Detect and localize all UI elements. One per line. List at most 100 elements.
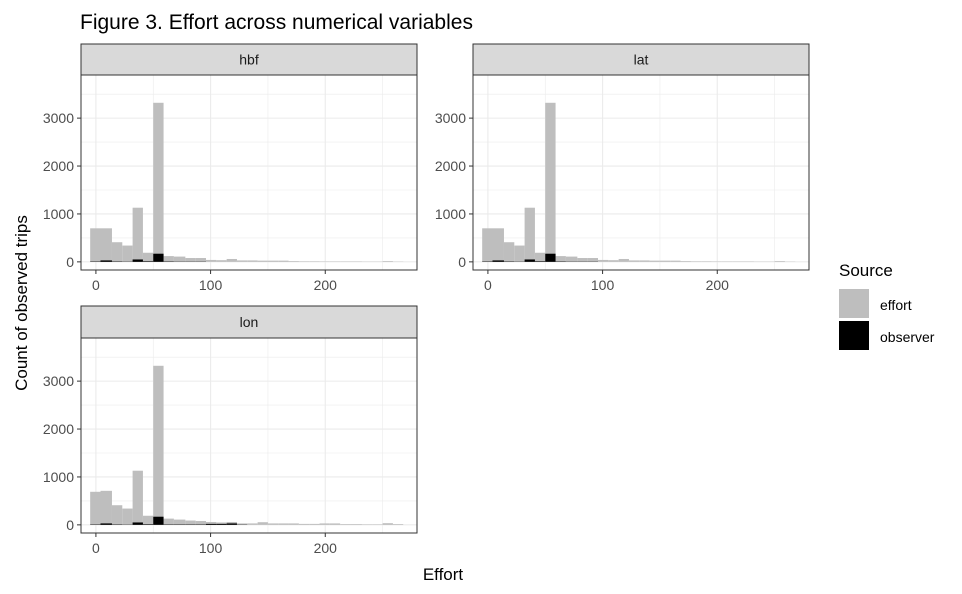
bar-effort bbox=[639, 260, 650, 262]
y-tick-label: 3000 bbox=[43, 110, 74, 126]
bar-effort bbox=[382, 261, 393, 262]
x-tick-label: 0 bbox=[92, 540, 100, 556]
legend-title: Source bbox=[839, 261, 893, 280]
bar-effort bbox=[247, 523, 258, 525]
bar-effort bbox=[247, 260, 258, 262]
bar-effort bbox=[319, 523, 330, 525]
bar-effort bbox=[340, 524, 351, 525]
bar-effort bbox=[122, 245, 133, 262]
legend-key-observer bbox=[839, 321, 869, 350]
bar-effort bbox=[122, 508, 133, 525]
bar-effort bbox=[382, 523, 393, 525]
facet-strip-label: lon bbox=[240, 314, 259, 330]
bar-effort bbox=[100, 490, 112, 525]
x-tick-label: 200 bbox=[706, 277, 730, 293]
bar-effort bbox=[185, 258, 196, 262]
y-tick-label: 0 bbox=[66, 517, 74, 533]
bar-effort bbox=[142, 252, 154, 262]
bar-effort bbox=[774, 261, 785, 262]
bar-effort bbox=[90, 491, 101, 525]
plot-background bbox=[81, 75, 417, 270]
bar-effort bbox=[545, 102, 556, 262]
bar-effort bbox=[100, 228, 112, 262]
bar-effort bbox=[392, 524, 404, 525]
legend-label-observer: observer bbox=[880, 329, 935, 345]
plot-background bbox=[81, 338, 417, 533]
bar-observer bbox=[132, 522, 143, 525]
bar-effort bbox=[670, 260, 681, 262]
bar-effort bbox=[350, 524, 362, 525]
bar-effort bbox=[257, 260, 268, 262]
bar-observer bbox=[226, 523, 237, 525]
bar-effort bbox=[555, 256, 566, 262]
y-tick-label: 3000 bbox=[43, 373, 74, 389]
bar-effort bbox=[329, 523, 341, 525]
bar-effort bbox=[278, 260, 289, 262]
bar-observer bbox=[153, 516, 164, 525]
bar-observer bbox=[205, 523, 217, 525]
bar-effort bbox=[226, 258, 237, 262]
bar-effort bbox=[236, 523, 248, 525]
bar-effort bbox=[608, 260, 619, 262]
bar-effort bbox=[132, 470, 143, 525]
x-tick-label: 0 bbox=[92, 277, 100, 293]
bar-effort bbox=[565, 256, 578, 262]
bar-effort bbox=[111, 505, 123, 525]
y-tick-label: 2000 bbox=[435, 158, 466, 174]
legend-key-effort bbox=[839, 289, 869, 318]
panel-border bbox=[472, 74, 810, 271]
bar-effort bbox=[587, 258, 598, 262]
bar-observer bbox=[534, 261, 546, 262]
bar-effort bbox=[482, 228, 493, 262]
bar-effort bbox=[132, 207, 143, 262]
bar-observer bbox=[216, 523, 227, 525]
bar-effort bbox=[659, 260, 671, 262]
y-tick-label: 0 bbox=[66, 254, 74, 270]
bar-effort bbox=[163, 518, 174, 525]
bar-effort bbox=[618, 258, 629, 262]
bar-effort bbox=[649, 260, 660, 262]
y-tick-label: 3000 bbox=[435, 110, 466, 126]
facet-strip bbox=[472, 43, 810, 76]
bar-observer bbox=[492, 260, 504, 262]
bar-effort bbox=[153, 102, 164, 262]
x-tick-label: 0 bbox=[484, 277, 492, 293]
bar-effort bbox=[278, 523, 289, 525]
bar-effort bbox=[205, 521, 217, 525]
bar-effort bbox=[142, 515, 154, 525]
y-tick-label: 1000 bbox=[43, 206, 74, 222]
bar-effort bbox=[534, 252, 546, 262]
bar-effort bbox=[288, 523, 299, 525]
bar-observer bbox=[100, 523, 112, 525]
bar-effort bbox=[309, 523, 320, 525]
facet-panel-lat: lat 0 1000 2000 3000 0 100 200 bbox=[435, 43, 810, 293]
facet-strip bbox=[80, 305, 418, 339]
y-axis-title: Count of observed trips bbox=[12, 215, 31, 391]
bar-effort bbox=[173, 256, 186, 262]
bar-effort bbox=[680, 261, 691, 262]
bar-effort bbox=[216, 522, 227, 525]
bar-effort bbox=[524, 207, 535, 262]
bar-effort bbox=[503, 242, 515, 262]
x-tick-label: 100 bbox=[199, 540, 223, 556]
bar-observer bbox=[142, 524, 154, 525]
x-axis-title: Effort bbox=[423, 565, 464, 584]
bar-effort bbox=[173, 519, 186, 525]
y-tick-label: 2000 bbox=[43, 421, 74, 437]
bar-observer bbox=[153, 253, 164, 262]
legend-label-effort: effort bbox=[880, 297, 912, 313]
y-tick-label: 1000 bbox=[43, 469, 74, 485]
bar-effort bbox=[628, 260, 640, 262]
bar-observer bbox=[100, 260, 112, 262]
y-tick-label: 0 bbox=[458, 254, 466, 270]
chart-title: Figure 3. Effort across numerical variab… bbox=[80, 11, 473, 34]
y-tick-label: 2000 bbox=[43, 158, 74, 174]
x-tick-label: 100 bbox=[199, 277, 223, 293]
facet-strip bbox=[80, 43, 418, 76]
panel-border bbox=[80, 337, 418, 534]
facet-strip-label: lat bbox=[634, 52, 649, 68]
bar-effort bbox=[577, 258, 588, 262]
panel-border bbox=[80, 74, 418, 271]
